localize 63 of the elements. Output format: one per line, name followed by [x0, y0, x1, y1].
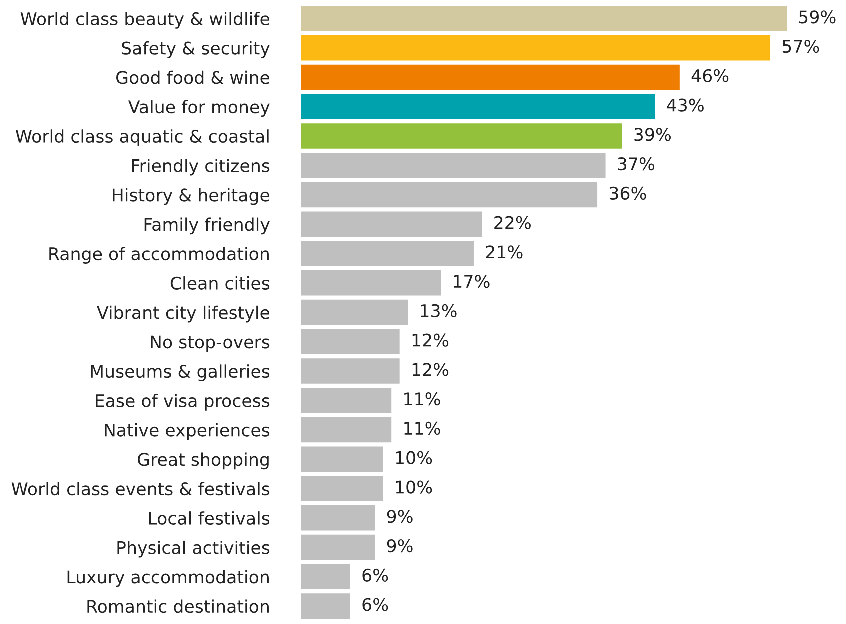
data-label: 59%	[799, 10, 836, 24]
y-tick-label: History & heritage	[113, 188, 270, 206]
y-tick-label: Range of accommodation	[50, 247, 269, 264]
bar	[301, 564, 350, 590]
y-tick-label: No stop-overs	[151, 336, 270, 352]
data-label: 10%	[396, 480, 432, 494]
data-label: 11%	[404, 422, 440, 436]
data-label: 9%	[387, 539, 413, 553]
data-label: 36%	[610, 186, 646, 200]
bar	[301, 388, 392, 414]
bar	[301, 358, 400, 384]
data-label: 22%	[494, 216, 531, 230]
y-tick-label: Native experiences	[105, 423, 270, 440]
bar	[301, 594, 350, 619]
y-tick-label: Romantic destination	[88, 600, 269, 614]
bar	[301, 94, 656, 120]
bar	[301, 152, 606, 178]
y-tick-label: Luxury accommodation	[68, 570, 269, 588]
data-label: 12%	[412, 334, 449, 347]
y-tick-label: Ease of visa process	[96, 394, 270, 411]
bar	[301, 506, 376, 531]
data-label: 11%	[404, 392, 440, 406]
data-label: 57%	[782, 40, 820, 54]
data-label: 43%	[667, 98, 704, 112]
bar	[301, 35, 771, 61]
y-tick-label: World class aquatic & coastal	[16, 130, 269, 146]
data-label: 21%	[486, 246, 523, 259]
y-tick-label: Good food & wine	[116, 70, 270, 84]
data-label: 6%	[362, 598, 388, 612]
data-label: 12%	[412, 363, 449, 376]
bar	[301, 241, 474, 266]
data-label: 10%	[396, 451, 432, 464]
y-tick-label: Safety & security	[122, 41, 270, 58]
data-label: 46%	[692, 69, 729, 82]
bar	[301, 64, 680, 90]
bar	[301, 270, 442, 296]
data-label: 17%	[454, 275, 490, 288]
y-tick-label: Physical activities	[118, 540, 270, 558]
y-tick-label: World class beauty & wildlife	[20, 12, 270, 29]
bar	[301, 476, 384, 502]
bar	[301, 446, 384, 472]
y-tick-label: World class events & festivals	[12, 482, 270, 496]
y-tick-label: Local festivals	[149, 512, 270, 526]
y-tick-label: Great shopping	[138, 452, 269, 470]
y-tick-label: Museums & galleries	[91, 364, 270, 382]
y-tick-label: Vibrant city lifestyle	[97, 306, 270, 323]
data-label: 13%	[421, 304, 457, 318]
data-label: 37%	[618, 158, 655, 171]
bar	[301, 300, 408, 326]
y-tick-label: Clean cities	[170, 276, 270, 290]
data-label: 9%	[387, 510, 413, 524]
y-tick-label: Friendly citizens	[132, 159, 270, 176]
bar	[301, 329, 400, 355]
bar	[301, 6, 787, 32]
y-tick-label: Family friendly	[144, 218, 270, 235]
bar	[301, 124, 622, 149]
data-label: 39%	[634, 128, 671, 142]
y-tick-label: Value for money	[128, 100, 270, 118]
bar	[301, 534, 376, 560]
bar	[301, 182, 598, 208]
bar	[301, 212, 482, 237]
bar	[301, 417, 392, 443]
data-label: 6%	[362, 568, 388, 582]
